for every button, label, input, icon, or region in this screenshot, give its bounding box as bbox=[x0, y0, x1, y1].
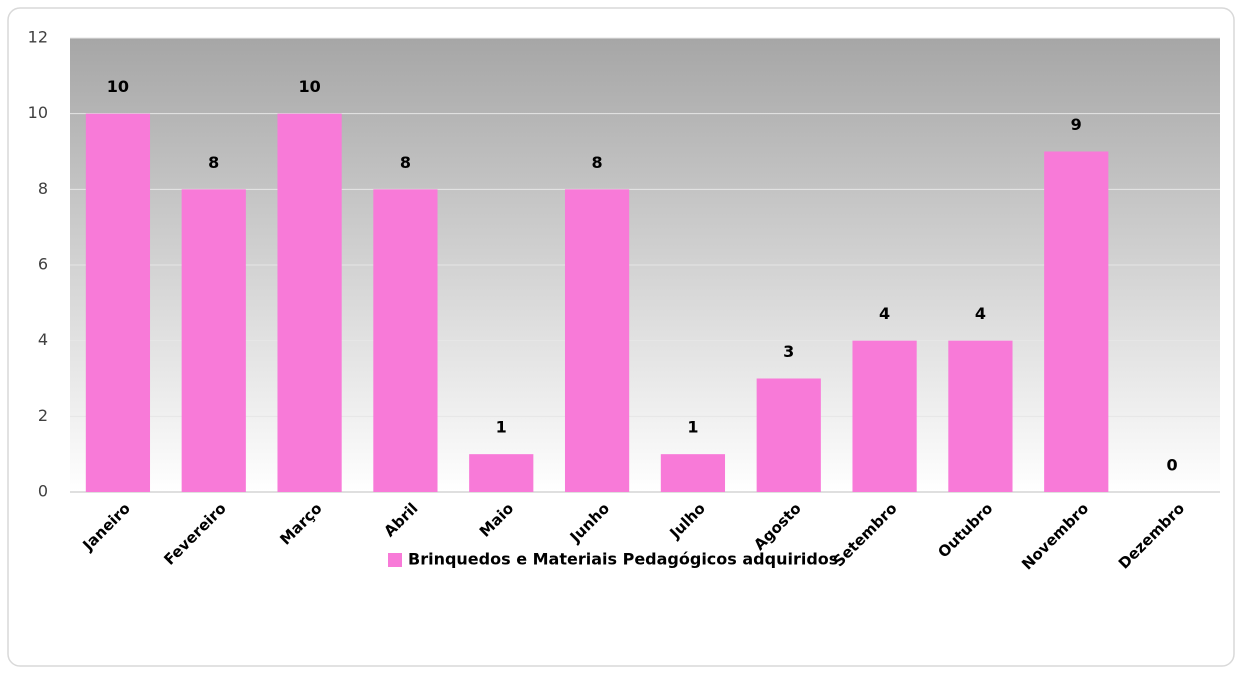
legend-label: Brinquedos e Materiais Pedagógicos adqui… bbox=[408, 550, 838, 569]
y-tick-label: 12 bbox=[28, 28, 48, 47]
legend-swatch bbox=[388, 553, 402, 567]
data-label: 4 bbox=[879, 304, 890, 323]
bar bbox=[373, 189, 438, 493]
bar bbox=[564, 189, 630, 493]
data-label: 10 bbox=[298, 77, 320, 96]
data-label: 3 bbox=[783, 342, 794, 361]
bar bbox=[469, 454, 534, 492]
bar bbox=[852, 340, 917, 492]
data-label: 1 bbox=[687, 418, 698, 437]
bar bbox=[181, 189, 246, 493]
data-label: 9 bbox=[1071, 115, 1082, 134]
y-tick-label: 0 bbox=[38, 482, 48, 501]
data-label: 10 bbox=[107, 77, 129, 96]
bar bbox=[1044, 151, 1109, 492]
y-tick-label: 4 bbox=[38, 330, 48, 349]
y-tick-label: 10 bbox=[28, 103, 48, 122]
data-label: 1 bbox=[496, 418, 507, 437]
bar bbox=[660, 454, 726, 492]
y-tick-label: 6 bbox=[38, 255, 48, 274]
data-label: 4 bbox=[975, 304, 986, 323]
bar bbox=[756, 378, 821, 492]
bar bbox=[85, 113, 151, 493]
y-tick-label: 8 bbox=[38, 179, 48, 198]
data-label: 8 bbox=[400, 153, 411, 172]
y-tick-label: 2 bbox=[38, 406, 48, 425]
data-label: 8 bbox=[592, 153, 603, 172]
bar bbox=[277, 113, 342, 493]
bar bbox=[948, 340, 1013, 492]
data-label: 0 bbox=[1167, 456, 1178, 475]
data-label: 8 bbox=[208, 153, 219, 172]
